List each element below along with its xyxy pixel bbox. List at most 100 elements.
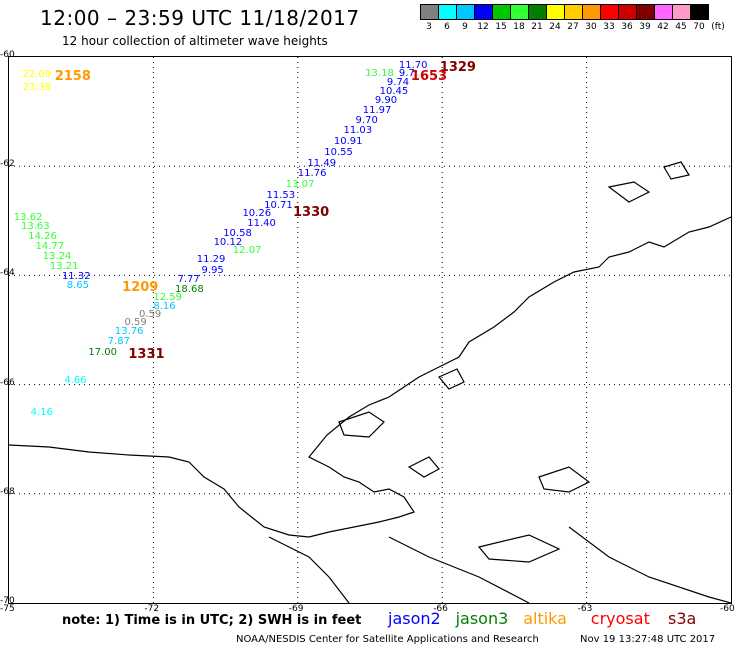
wave-height-value: 11.70 — [398, 59, 428, 71]
legend-tick-label: 39 — [639, 22, 651, 32]
lat-tick-label: -64 — [0, 268, 15, 279]
wave-height-value: 11.76 — [297, 168, 327, 180]
pass-time-label: 1653 — [410, 69, 448, 85]
wave-height-value: 4.66 — [64, 375, 87, 387]
wave-height-value: 8.65 — [66, 279, 90, 291]
wave-height-value: 11.40 — [247, 218, 276, 230]
lat-tick-label: -70 — [0, 596, 15, 606]
coastline-island-2 — [407, 456, 440, 478]
wave-height-value: 11.49 — [307, 158, 337, 170]
pass-time-label: 1330 — [292, 204, 330, 220]
legend-tick-label: 18 — [513, 22, 525, 32]
legend-swatch — [456, 4, 475, 20]
legend-tick-label: 21 — [531, 22, 543, 32]
pass-time-label: 1329 — [439, 59, 476, 75]
wave-height-value: 11.29 — [196, 253, 226, 265]
pass-time-label: 1209 — [122, 279, 159, 295]
legend-tick-label: 3 — [426, 22, 432, 32]
coastline-island-5 — [438, 368, 465, 390]
wave-height-value: 12.07 — [232, 245, 262, 257]
legend-swatch — [690, 4, 709, 20]
coastline-island-6 — [607, 181, 651, 203]
lat-tick-label: -68 — [0, 486, 15, 497]
coastline-island-4 — [477, 534, 561, 563]
legend-tick-label: 27 — [567, 22, 579, 32]
wave-height-value: 7.77 — [177, 274, 200, 286]
legend-tick-label: 6 — [444, 22, 450, 32]
wave-height-value: 10.12 — [213, 237, 243, 249]
wave-height-value: 13.62 — [13, 211, 43, 223]
wave-height-value: 10.91 — [333, 136, 363, 148]
satellite-s3a: s3a — [668, 609, 697, 628]
wave-height-value: 18.68 — [175, 283, 204, 295]
coastline-map — [9, 57, 731, 603]
wave-height-value: 14.77 — [35, 240, 65, 252]
legend-swatch — [438, 4, 457, 20]
legend-tick-label: 36 — [621, 22, 633, 32]
satellite-cryosat: cryosat — [590, 609, 650, 628]
legend-swatch — [510, 4, 529, 20]
wave-height-value: 14.26 — [28, 230, 57, 242]
satellite-jason3: jason3 — [455, 609, 509, 628]
wave-height-value: 0.59 — [138, 308, 162, 320]
wave-height-value: 12.59 — [153, 291, 183, 303]
legend-unit: (ft) — [711, 22, 725, 32]
legend-tick-label: 70 — [693, 22, 705, 32]
wave-height-value: 11.53 — [266, 189, 296, 201]
wave-height-value: 22.09 — [22, 68, 52, 80]
wave-height-value: 10.58 — [223, 227, 252, 239]
wave-height-value: 8.16 — [153, 300, 176, 312]
coastline-island-1 — [338, 411, 385, 438]
legend-tick-label: 42 — [657, 22, 669, 32]
legend-tick-label: 15 — [495, 22, 507, 32]
legend-swatch — [420, 4, 439, 20]
map-title: 12:00 – 23:59 UTC 11/18/2017 — [40, 6, 360, 30]
lon-tick-label: -75 — [0, 604, 15, 614]
lon-tick-label: -69 — [288, 604, 304, 614]
lon-tick-label: -60 — [720, 604, 735, 614]
map-subtitle: 12 hour collection of altimeter wave hei… — [62, 34, 328, 48]
lat-tick-label: -66 — [0, 377, 15, 388]
legend-tick-label: 12 — [477, 22, 489, 32]
legend-tick-label: 9 — [462, 22, 468, 32]
wave-height-value: 11.03 — [343, 125, 373, 137]
wave-height-value: 13.07 — [285, 178, 315, 190]
lon-tick-label: -66 — [433, 604, 448, 614]
wave-height-value: 4.16 — [30, 407, 53, 419]
legend-tick-label: 30 — [585, 22, 597, 32]
wave-height-value: 11.32 — [61, 270, 91, 282]
wave-height-value: 9.95 — [201, 264, 224, 276]
map-plot-area: 22.09 23.38 2158 11.70 1329 13.18 9.7 1653 9.74 1… — [8, 56, 732, 604]
pass-time-label: 2158 — [54, 68, 91, 84]
legend-swatch — [546, 4, 565, 20]
wave-height-value: 23.38 — [22, 82, 52, 94]
legend-swatch — [654, 4, 673, 20]
note-text: note: 1) Time is in UTC; 2) SWH is in fe… — [62, 613, 362, 628]
lon-tick-label: -63 — [577, 604, 593, 614]
color-legend: 3 6 9 12 15 18 21 24 27 30 33 36 39 42 45 70 (ft) — [420, 4, 728, 32]
legend-swatch — [600, 4, 619, 20]
wave-height-value: 9.7 — [398, 68, 415, 79]
satellite-jason2: jason2 — [388, 609, 441, 628]
wave-height-value: 13.76 — [114, 326, 144, 338]
wave-height-value: 13.63 — [21, 221, 50, 233]
legend-tick-label: 45 — [675, 22, 687, 32]
wave-height-value: 13.18 — [365, 68, 394, 79]
wave-height-value: 10.71 — [264, 199, 293, 211]
legend-swatch — [672, 4, 691, 20]
legend-swatch — [564, 4, 583, 20]
coastline-lower — [268, 526, 731, 603]
coastline-island-7 — [663, 161, 690, 180]
wave-height-value: 11.97 — [362, 105, 392, 117]
coastline-island-3 — [538, 466, 591, 493]
legend-swatch — [582, 4, 601, 20]
timestamp: Nov 19 13:27:48 UTC 2017 — [580, 634, 716, 645]
lon-tick-label: -72 — [144, 604, 160, 614]
wave-height-value: 10.26 — [242, 207, 272, 219]
wave-height-value: 17.00 — [88, 347, 118, 359]
wave-height-value: 9.74 — [386, 76, 410, 88]
wave-height-value: 10.55 — [324, 147, 353, 159]
wave-height-value: 10.45 — [379, 86, 409, 98]
legend-swatch — [618, 4, 637, 20]
satellite-altika: altika — [523, 609, 567, 628]
